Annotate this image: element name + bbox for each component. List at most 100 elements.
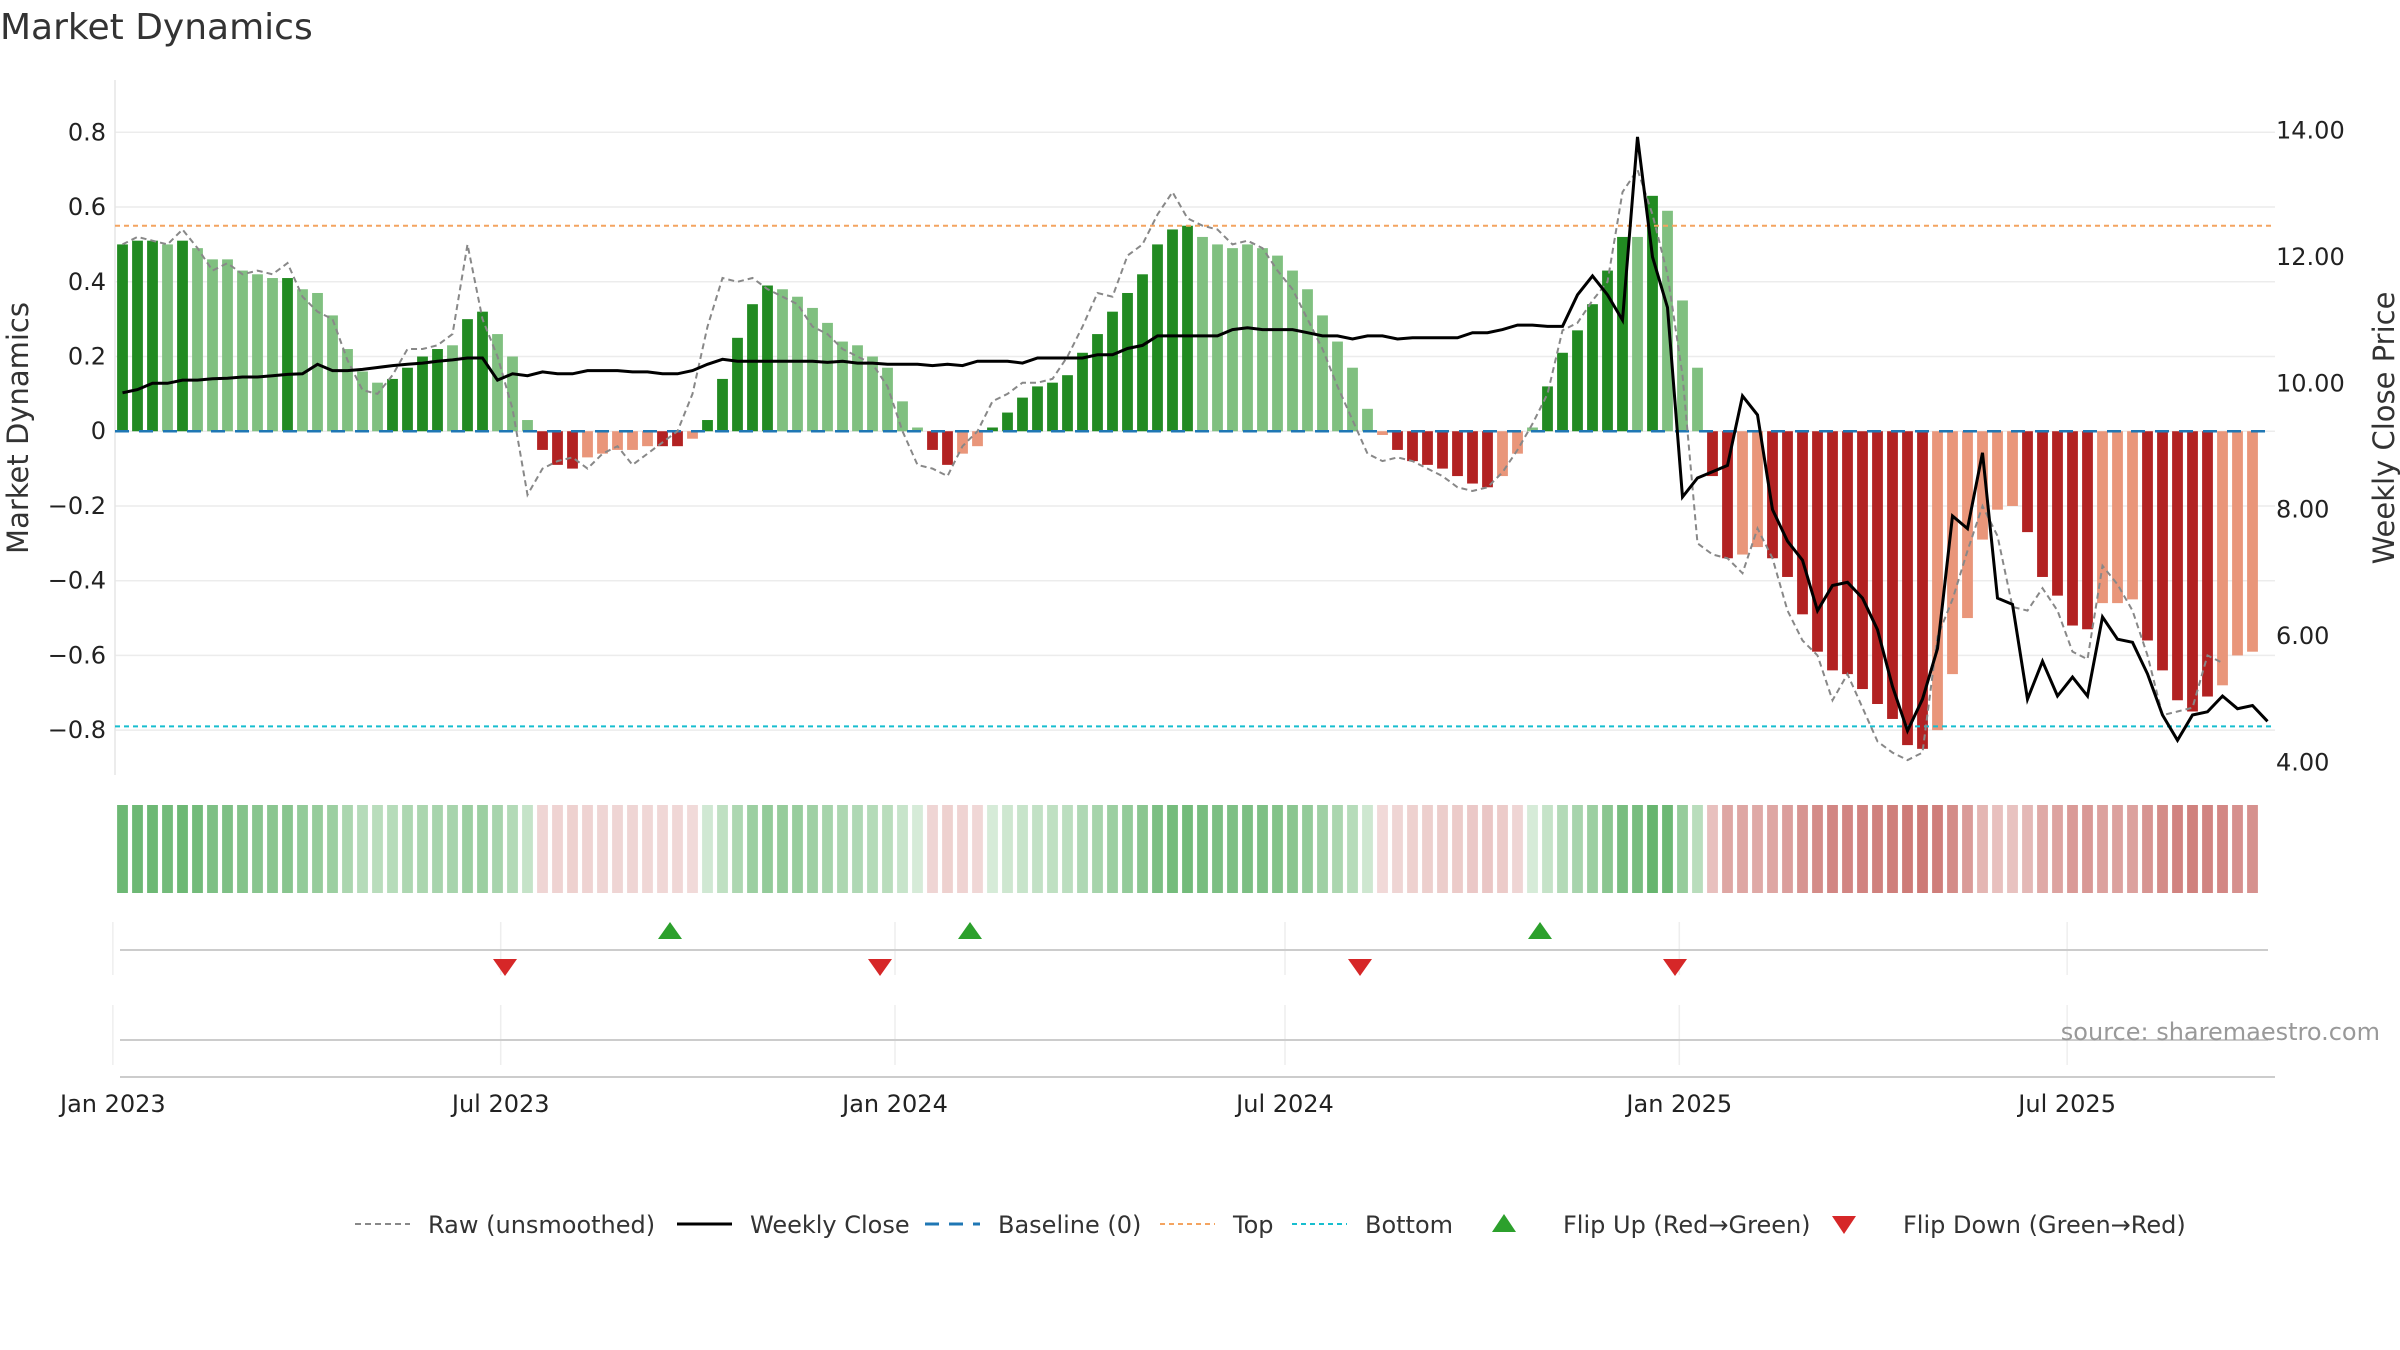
legend-bottom-label: Bottom <box>1365 1211 1453 1239</box>
momentum-bar <box>882 367 893 432</box>
momentum-bar <box>1617 236 1628 432</box>
momentum-bar <box>372 382 383 432</box>
momentum-bar <box>402 367 413 432</box>
momentum-bar <box>1467 431 1478 484</box>
regime-cell <box>147 805 158 893</box>
regime-cell <box>1362 805 1373 893</box>
regime-cell <box>1512 805 1523 893</box>
momentum-bar <box>342 349 353 432</box>
momentum-bar <box>522 420 533 432</box>
regime-cell <box>1047 805 1058 893</box>
momentum-bar <box>1902 431 1913 746</box>
momentum-bar <box>1932 431 1943 731</box>
momentum-bar <box>1512 431 1523 454</box>
regime-cell <box>1647 805 1658 893</box>
momentum-bar <box>1857 431 1868 690</box>
momentum-bar <box>702 420 713 432</box>
momentum-bars <box>117 195 2258 749</box>
momentum-bar <box>1392 431 1403 450</box>
regime-cell <box>1467 805 1478 893</box>
regime-cell <box>2217 805 2228 893</box>
momentum-bar <box>942 431 953 465</box>
y-tick-label: −0.2 <box>48 492 106 520</box>
regime-cell <box>1032 805 1043 893</box>
momentum-bar <box>1752 431 1763 548</box>
regime-cell <box>1977 805 1988 893</box>
momentum-bar <box>162 244 173 432</box>
momentum-bar <box>462 319 473 432</box>
regime-cell <box>912 805 923 893</box>
regime-cell <box>522 805 533 893</box>
y2-tick-label: 8.00 <box>2276 496 2329 524</box>
momentum-bar <box>2052 431 2063 596</box>
momentum-bar <box>2007 431 2018 506</box>
momentum-bar <box>1587 304 1598 432</box>
regime-cell <box>1827 805 1838 893</box>
regime-cell <box>1317 805 1328 893</box>
momentum-bar <box>687 431 698 439</box>
regime-cell <box>957 805 968 893</box>
regime-cell <box>1482 805 1493 893</box>
momentum-bar <box>762 285 773 432</box>
regime-cell <box>582 805 593 893</box>
regime-cell <box>1077 805 1088 893</box>
momentum-bar <box>492 334 503 432</box>
regime-cell <box>807 805 818 893</box>
momentum-bar <box>147 240 158 432</box>
momentum-bar <box>1437 431 1448 469</box>
regime-cell <box>672 805 683 893</box>
momentum-bar <box>357 371 368 432</box>
x-tick-label: Jul 2025 <box>2016 1090 2116 1118</box>
regime-cell <box>732 805 743 893</box>
momentum-bar <box>1407 431 1418 462</box>
x-tick-label: Jan 2024 <box>840 1090 948 1118</box>
regime-cell <box>867 805 878 893</box>
regime-cell <box>1002 805 1013 893</box>
x-tick-label: Jan 2025 <box>1624 1090 1732 1118</box>
regime-cell <box>1602 805 1613 893</box>
y-axis-ticks: 0.8 0.6 0.4 0.2 0 −0.2 −0.4 −0.6 −0.8 <box>48 118 106 744</box>
regime-cell <box>1722 805 1733 893</box>
regime-cell <box>627 805 638 893</box>
momentum-bar <box>612 431 623 450</box>
regime-cell <box>1152 805 1163 893</box>
momentum-bar <box>132 240 143 432</box>
momentum-bar <box>537 431 548 450</box>
y-axis-label: Market Dynamics <box>1 302 35 554</box>
momentum-bar <box>597 431 608 454</box>
regime-cell <box>117 805 128 893</box>
regime-cell <box>327 805 338 893</box>
regime-strip <box>117 805 2258 893</box>
momentum-bar <box>1947 431 1958 675</box>
regime-cell <box>687 805 698 893</box>
momentum-bar <box>267 278 278 432</box>
momentum-bar <box>2172 431 2183 701</box>
regime-cell <box>357 805 368 893</box>
momentum-bar <box>2112 431 2123 604</box>
legend-baseline-label: Baseline (0) <box>998 1211 1141 1239</box>
momentum-bar <box>732 337 743 432</box>
momentum-bar <box>1917 431 1928 749</box>
regime-cell <box>1557 805 1568 893</box>
regime-cell <box>1092 805 1103 893</box>
regime-cell <box>282 805 293 893</box>
regime-cell <box>1617 805 1628 893</box>
flip-panel-grid <box>112 922 2068 1065</box>
legend-flip_down-label: Flip Down (Green→Red) <box>1903 1211 2186 1239</box>
regime-cell <box>1692 805 1703 893</box>
regime-cell <box>1227 805 1238 893</box>
momentum-bar <box>1302 289 1313 432</box>
momentum-bar <box>417 356 428 432</box>
regime-cell <box>717 805 728 893</box>
regime-cell <box>237 805 248 893</box>
momentum-bar <box>282 278 293 432</box>
regime-cell <box>1437 805 1448 893</box>
momentum-bar <box>672 431 683 447</box>
momentum-bar <box>447 345 458 432</box>
regime-cell <box>192 805 203 893</box>
regime-cell <box>1377 805 1388 893</box>
regime-cell <box>312 805 323 893</box>
momentum-bar <box>852 345 863 432</box>
weekly-close-line <box>122 136 2269 744</box>
regime-cell <box>762 805 773 893</box>
